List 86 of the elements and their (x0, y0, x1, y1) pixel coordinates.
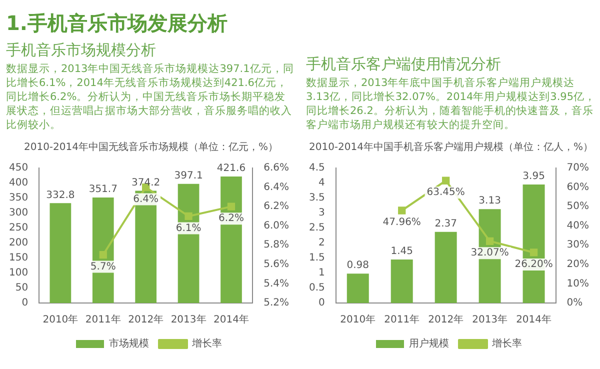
point (486, 237, 494, 245)
bar (346, 274, 369, 303)
point (530, 248, 538, 256)
x-tick-label: 2011年 (384, 314, 420, 326)
x-tick-label: 2010年 (340, 314, 376, 326)
y-tick-label: 2.5 (308, 222, 325, 234)
point (227, 202, 236, 210)
y2-tick-label: 6.6% (264, 162, 289, 174)
y2-tick-label: 5.6% (264, 259, 289, 270)
y2-tick-label: 30% (566, 240, 590, 251)
data-label: 332.8 (46, 190, 75, 201)
y-tick-label: 300 (8, 208, 28, 219)
data-label: 1.45 (390, 246, 413, 258)
y-tick-label: 450 (8, 162, 28, 174)
y-tick-label: 4.5 (308, 162, 325, 174)
text: 手机音乐客户端使用情况分析 (306, 54, 502, 74)
chart-title: 2010-2014年中国无线音乐市场规模（单位：亿元，%） (22, 140, 279, 154)
y2-tick-label: 50% (566, 201, 590, 212)
data-label: 6.2% (218, 213, 244, 224)
x-tick-label: 2012年 (428, 314, 464, 326)
legend-label: 增长率 (491, 338, 522, 350)
data-label: 374.2 (132, 177, 160, 188)
legend-label: 用户规模 (409, 338, 449, 350)
y-tick-label: 350 (8, 192, 28, 204)
y-tick-label: 100 (8, 268, 28, 279)
x-tick-label: 2011年 (85, 314, 121, 326)
data-label: 5.7% (90, 261, 116, 272)
y-tick-label: 0.5 (308, 282, 325, 294)
y2-tick-label: 10% (566, 278, 590, 290)
data-label: 32.07% (470, 248, 509, 259)
data-label: 47.96% (382, 217, 421, 228)
y-tick-label: 250 (8, 222, 28, 234)
text: 手机音乐市场规模分析 (6, 40, 157, 60)
y2-tick-label: 20% (566, 259, 590, 270)
x-tick-label: 2013年 (472, 314, 508, 326)
y2-tick-label: 40% (566, 220, 590, 232)
y2-tick-label: 6.0% (264, 220, 289, 232)
y2-tick-label: 5.2% (264, 298, 289, 309)
y-tick-label: 0 (318, 298, 325, 309)
x-tick-label: 2012年 (128, 314, 164, 326)
y-tick-label: 200 (8, 238, 28, 249)
y-tick-label: 50 (15, 282, 28, 294)
y2-tick-label: 0% (566, 298, 583, 309)
y2-tick-label: 6.2% (264, 201, 289, 212)
y2-tick-label: 70% (566, 162, 590, 174)
y-tick-label: 150 (8, 252, 28, 264)
legend-label: 市场规模 (109, 338, 149, 350)
y-tick-label: 0 (22, 298, 28, 309)
data-label: 421.6 (216, 163, 246, 174)
x-tick-label: 2014年 (214, 314, 249, 326)
y-tick-label: 1 (318, 268, 325, 279)
data-label: 6.4% (133, 194, 159, 205)
y-tick-label: 1.5 (308, 252, 325, 264)
data-label: 351.7 (88, 184, 118, 196)
data-label: 2.37 (434, 218, 457, 230)
data-label: 397.1 (174, 170, 203, 182)
data-label: 26.20% (514, 259, 553, 270)
y-tick-label: 2 (318, 238, 325, 249)
bar (50, 203, 72, 303)
data-label: 3.95 (522, 171, 545, 182)
data-label: 0.98 (346, 260, 370, 272)
text: 1.手机音乐市场发展分析 (6, 10, 229, 36)
y2-tick-label: 5.4% (264, 278, 289, 290)
point (398, 206, 406, 214)
chart-title: 2010-2014年中国手机音乐客户端用户规模（单位：亿人，%） (308, 140, 594, 154)
point (184, 212, 192, 220)
y-tick-label: 3.5 (308, 192, 325, 204)
y-tick-label: 400 (8, 178, 28, 189)
y2-tick-label: 5.8% (264, 240, 289, 251)
text: 数据显示，2013年年底中国手机音乐客户端用户规模达3.13亿，同比增长32.07%。2014年用户规模达到3.95亿，同比增长26.2。分析认为，随着智能手机的快速普及，音乐客户端市场用户规模还有较大的提升空间。 (306, 76, 596, 132)
text: 数据显示，2013年中国无线音乐市场规模达397.1亿元，同比增长6.1%，2014年无线音乐市场规模达到421.6亿元，同比增长6.2%。分析认为，中国无线音乐市场长期平稳发展状态，但运营唱占据市场大部分营收，音乐服务唱的收入比例较小。 (6, 62, 295, 132)
y2-tick-label: 60% (566, 182, 590, 193)
point (99, 250, 107, 259)
legend-label: 增长率 (191, 338, 222, 350)
data-label: 63.45% (426, 187, 465, 198)
data-label: 6.1% (176, 222, 202, 234)
data-label: 3.13 (478, 196, 501, 207)
y2-tick-label: 6.4% (264, 182, 289, 193)
bar (434, 232, 457, 303)
y-tick-label: 4 (318, 178, 325, 189)
x-tick-label: 2014年 (516, 314, 552, 326)
x-tick-label: 2013年 (170, 314, 206, 326)
point (442, 176, 450, 184)
x-tick-label: 2010年 (42, 314, 78, 326)
y-tick-label: 3 (318, 208, 325, 219)
bar (390, 260, 413, 303)
